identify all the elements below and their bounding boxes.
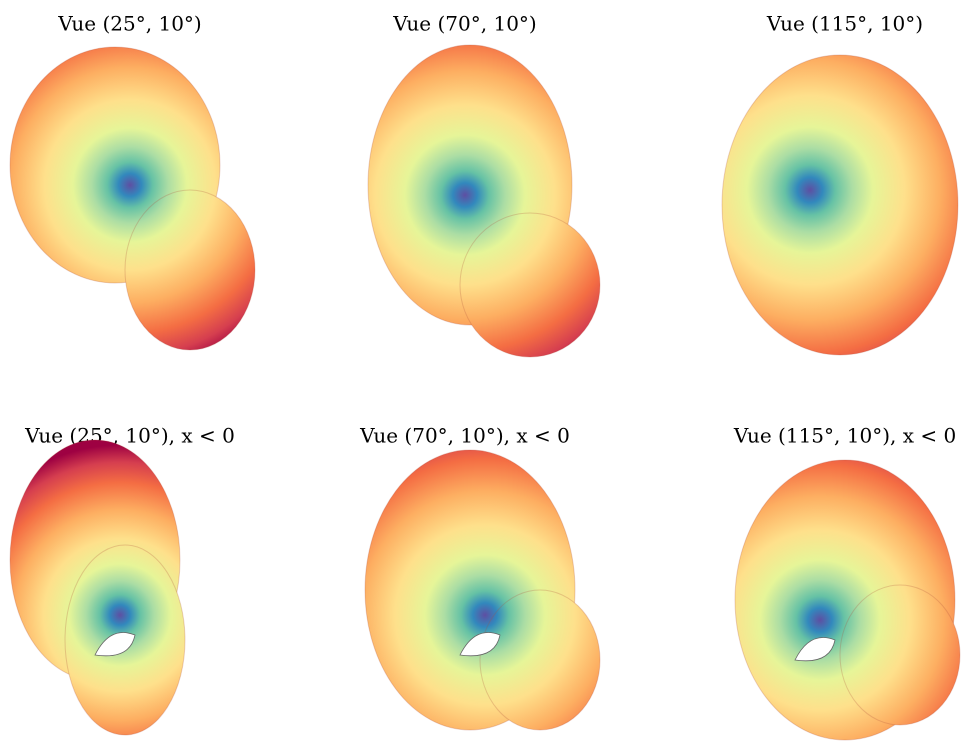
cut-hole (459, 632, 501, 657)
panel-title: Vue (70°, 10°), x < 0 (359, 424, 570, 448)
panel-title: Vue (115°, 10°), x < 0 (733, 424, 956, 448)
panel: Vue (115°, 10°), x < 0 (733, 424, 961, 741)
panel: Vue (70°, 10°), x < 0 (359, 424, 601, 731)
cut-hole (794, 637, 836, 662)
surface (459, 212, 601, 358)
surface (839, 584, 961, 726)
panel: Vue (115°, 10°) (721, 12, 959, 356)
panel-title: Vue (70°, 10°) (392, 12, 536, 36)
panel: Vue (25°, 10°) (9, 12, 256, 351)
panel-title: Vue (115°, 10°) (766, 12, 923, 36)
panel-title: Vue (25°, 10°) (57, 12, 201, 36)
panel: Vue (70°, 10°) (367, 12, 601, 358)
panel: Vue (25°, 10°), x < 0 (9, 424, 235, 736)
cut-hole (94, 632, 136, 657)
surface (721, 54, 959, 356)
panel-title: Vue (25°, 10°), x < 0 (24, 424, 235, 448)
surface (124, 189, 256, 351)
surface (479, 589, 601, 731)
